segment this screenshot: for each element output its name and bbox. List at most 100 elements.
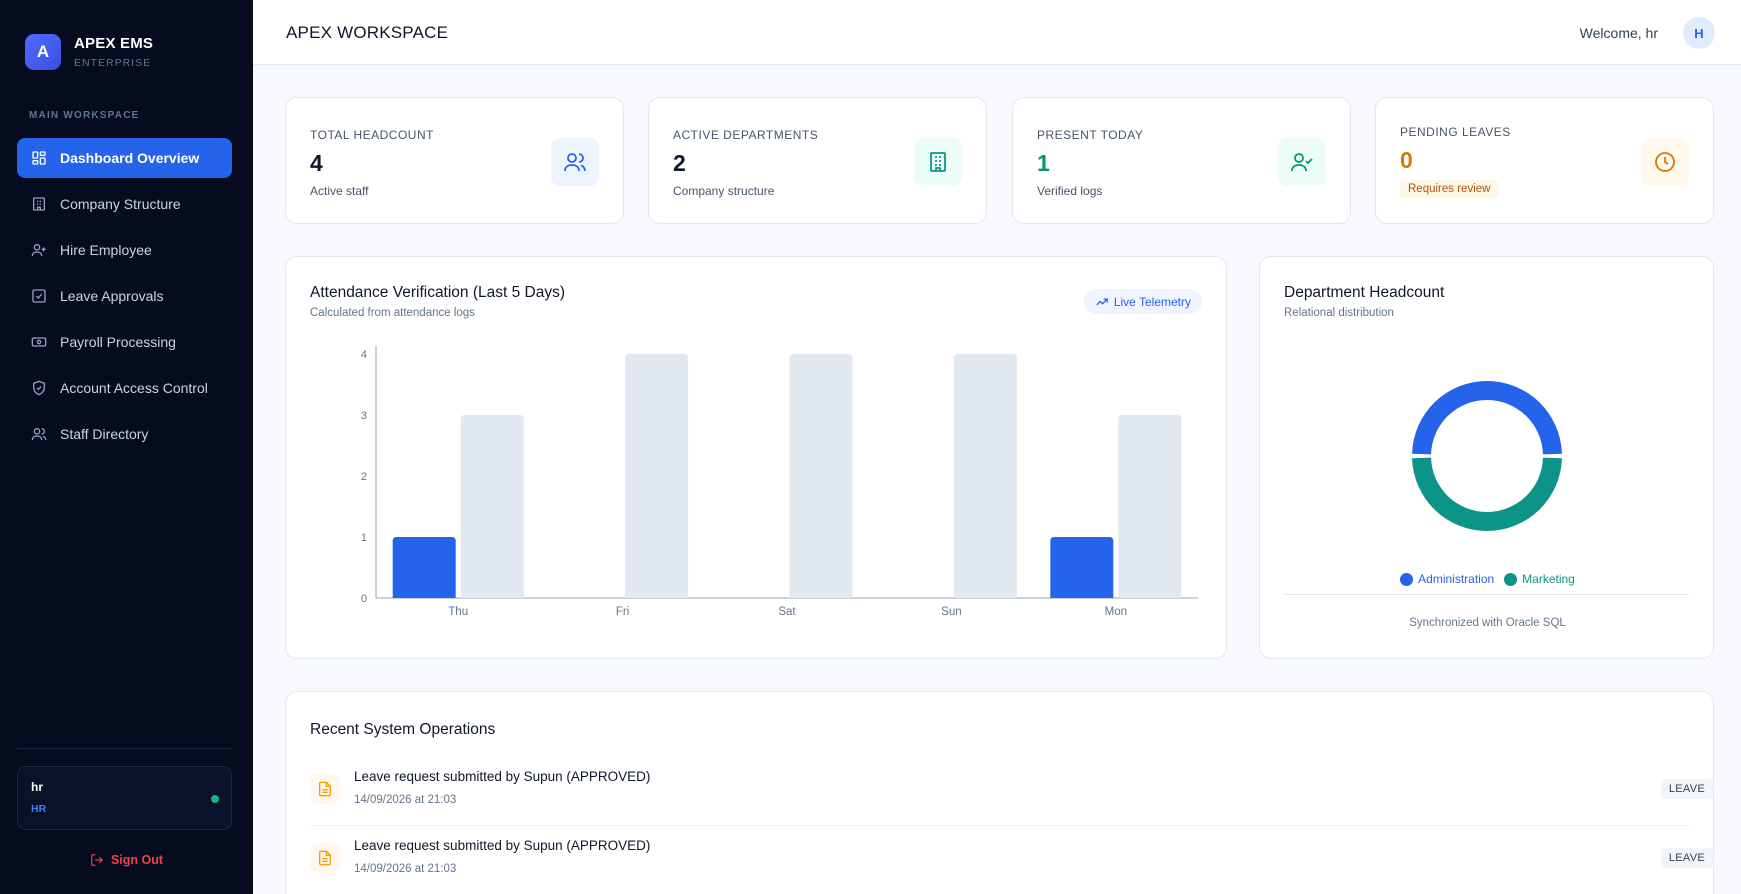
donut-legend: Administration Marketing <box>1260 572 1715 586</box>
stat-sub: Active staff <box>310 184 369 198</box>
building-icon <box>30 195 48 213</box>
live-telemetry-label: Live Telemetry <box>1113 294 1191 309</box>
legend-label: Administration <box>1418 572 1495 586</box>
sidebar-item-staff-directory[interactable]: Staff Directory <box>17 414 232 454</box>
avatar[interactable]: H <box>1683 17 1715 49</box>
attendance-chart-subtitle: Calculated from attendance logs <box>310 307 475 319</box>
user-check-icon <box>1278 138 1326 186</box>
bar-total <box>789 354 853 598</box>
y-tick-label: 4 <box>361 349 367 361</box>
department-donut-chart <box>1412 381 1562 531</box>
stat-sub: Company structure <box>673 184 775 198</box>
user-plus-icon <box>30 241 48 259</box>
sidebar-item-dashboard-overview[interactable]: Dashboard Overview <box>17 138 232 178</box>
x-tick-label: Thu <box>448 606 468 618</box>
stat-value: 2 <box>673 150 686 176</box>
legend-item-administration: Administration <box>1400 572 1494 586</box>
users-icon <box>551 138 599 186</box>
stat-label: PENDING LEAVES <box>1400 125 1511 139</box>
sidebar-section-label: MAIN WORKSPACE <box>29 110 140 121</box>
attendance-chart-title: Attendance Verification (Last 5 Days) <box>310 284 566 301</box>
building-icon <box>914 138 962 186</box>
legend-label: Marketing <box>1522 572 1575 586</box>
stat-card-active-departments: ACTIVE DEPARTMENTS 2 Company structure <box>648 97 987 224</box>
file-text-icon <box>310 774 340 804</box>
sidebar-item-label: Leave Approvals <box>60 288 164 304</box>
stat-card-pending-leaves: PENDING LEAVES 0 Requires review <box>1375 97 1714 224</box>
operation-title: Leave request submitted by Supun (APPROV… <box>354 769 651 784</box>
stat-card-present-today: PRESENT TODAY 1 Verified logs <box>1012 97 1351 224</box>
requires-review-badge: Requires review <box>1400 180 1499 198</box>
users-icon <box>30 425 48 443</box>
sidebar-item-label: Staff Directory <box>60 426 149 442</box>
stat-label: PRESENT TODAY <box>1037 128 1144 142</box>
y-tick-label: 2 <box>361 471 367 483</box>
top-header: APEX WORKSPACE Welcome, hr H <box>253 0 1741 65</box>
stat-value: 4 <box>310 150 323 176</box>
sidebar-item-company-structure[interactable]: Company Structure <box>17 184 232 224</box>
sidebar-item-leave-approvals[interactable]: Leave Approvals <box>17 276 232 316</box>
sidebar-divider <box>17 748 232 749</box>
clock-icon <box>1641 138 1689 186</box>
live-telemetry-pill[interactable]: Live Telemetry <box>1083 289 1202 314</box>
operations-title: Recent System Operations <box>310 721 496 738</box>
x-tick-label: Fri <box>616 606 629 618</box>
file-text-icon <box>310 843 340 873</box>
stat-card-total-headcount: TOTAL HEADCOUNT 4 Active staff <box>285 97 624 224</box>
list-item[interactable]: Leave request submitted by Supun (APPROV… <box>310 760 1713 828</box>
attendance-chart-card: Attendance Verification (Last 5 Days) Ca… <box>285 256 1227 659</box>
sidebar-nav: Dashboard Overview Company Structure Hir… <box>17 138 232 460</box>
banknote-icon <box>30 333 48 351</box>
sign-out-button[interactable]: Sign Out <box>0 853 253 867</box>
department-chart-subtitle: Relational distribution <box>1284 307 1394 319</box>
sidebar-item-label: Payroll Processing <box>60 334 176 350</box>
attendance-bar-chart: 0 1 2 3 4 Thu Fri Sat Sun Mon <box>361 346 1198 618</box>
legend-item-marketing: Marketing <box>1504 572 1575 586</box>
sidebar-item-payroll-processing[interactable]: Payroll Processing <box>17 322 232 362</box>
sidebar: A APEX EMS ENTERPRISE MAIN WORKSPACE Das… <box>0 0 253 894</box>
stat-label: TOTAL HEADCOUNT <box>310 128 434 142</box>
brand-name: APEX EMS <box>74 35 154 52</box>
y-tick-label: 1 <box>361 532 367 544</box>
department-chart-title: Department Headcount <box>1284 284 1445 301</box>
bar-total <box>460 415 524 598</box>
department-footer: Synchronized with Oracle SQL <box>1409 617 1566 629</box>
operation-title: Leave request submitted by Supun (APPROV… <box>354 838 651 853</box>
stat-value: 1 <box>1037 150 1050 176</box>
brand-logo: A <box>25 34 61 70</box>
user-role: HR <box>31 803 47 815</box>
legend-dot <box>1504 572 1518 586</box>
welcome-text: Welcome, hr <box>1579 25 1658 41</box>
brand-subtitle: ENTERPRISE <box>74 57 152 69</box>
x-tick-label: Mon <box>1105 606 1127 618</box>
sidebar-item-hire-employee[interactable]: Hire Employee <box>17 230 232 270</box>
sidebar-item-account-access-control[interactable]: Account Access Control <box>17 368 232 408</box>
list-item[interactable]: Leave request submitted by Supun (APPROV… <box>310 829 1713 894</box>
sidebar-item-label: Company Structure <box>60 196 181 212</box>
stat-value: 0 <box>1400 147 1413 173</box>
dashboard-grid-icon <box>30 149 48 167</box>
operation-time: 14/09/2026 at 21:03 <box>354 794 457 806</box>
sidebar-item-label: Account Access Control <box>60 380 208 396</box>
legend-dot <box>1400 572 1414 586</box>
sidebar-item-label: Dashboard Overview <box>60 150 200 166</box>
department-divider <box>1284 594 1689 595</box>
operation-divider <box>310 825 1689 826</box>
checkbox-icon <box>30 287 48 305</box>
donut-slice-marketing <box>1412 457 1562 531</box>
y-tick-label: 3 <box>361 410 367 422</box>
user-name: hr <box>31 780 43 794</box>
logout-icon <box>91 854 104 866</box>
x-tick-label: Sat <box>778 606 796 618</box>
bar-total <box>625 354 689 598</box>
trending-up-icon <box>1096 297 1108 305</box>
bar-total <box>1118 415 1182 598</box>
operation-tag: LEAVE <box>1660 848 1713 868</box>
brand: A APEX EMS ENTERPRISE <box>25 34 153 70</box>
bar-present <box>392 537 456 598</box>
stat-label: ACTIVE DEPARTMENTS <box>673 128 819 142</box>
bar-present <box>1050 537 1114 598</box>
department-headcount-card: Department Headcount Relational distribu… <box>1259 256 1714 659</box>
bar-total <box>953 354 1017 598</box>
operation-time: 14/09/2026 at 21:03 <box>354 863 457 875</box>
